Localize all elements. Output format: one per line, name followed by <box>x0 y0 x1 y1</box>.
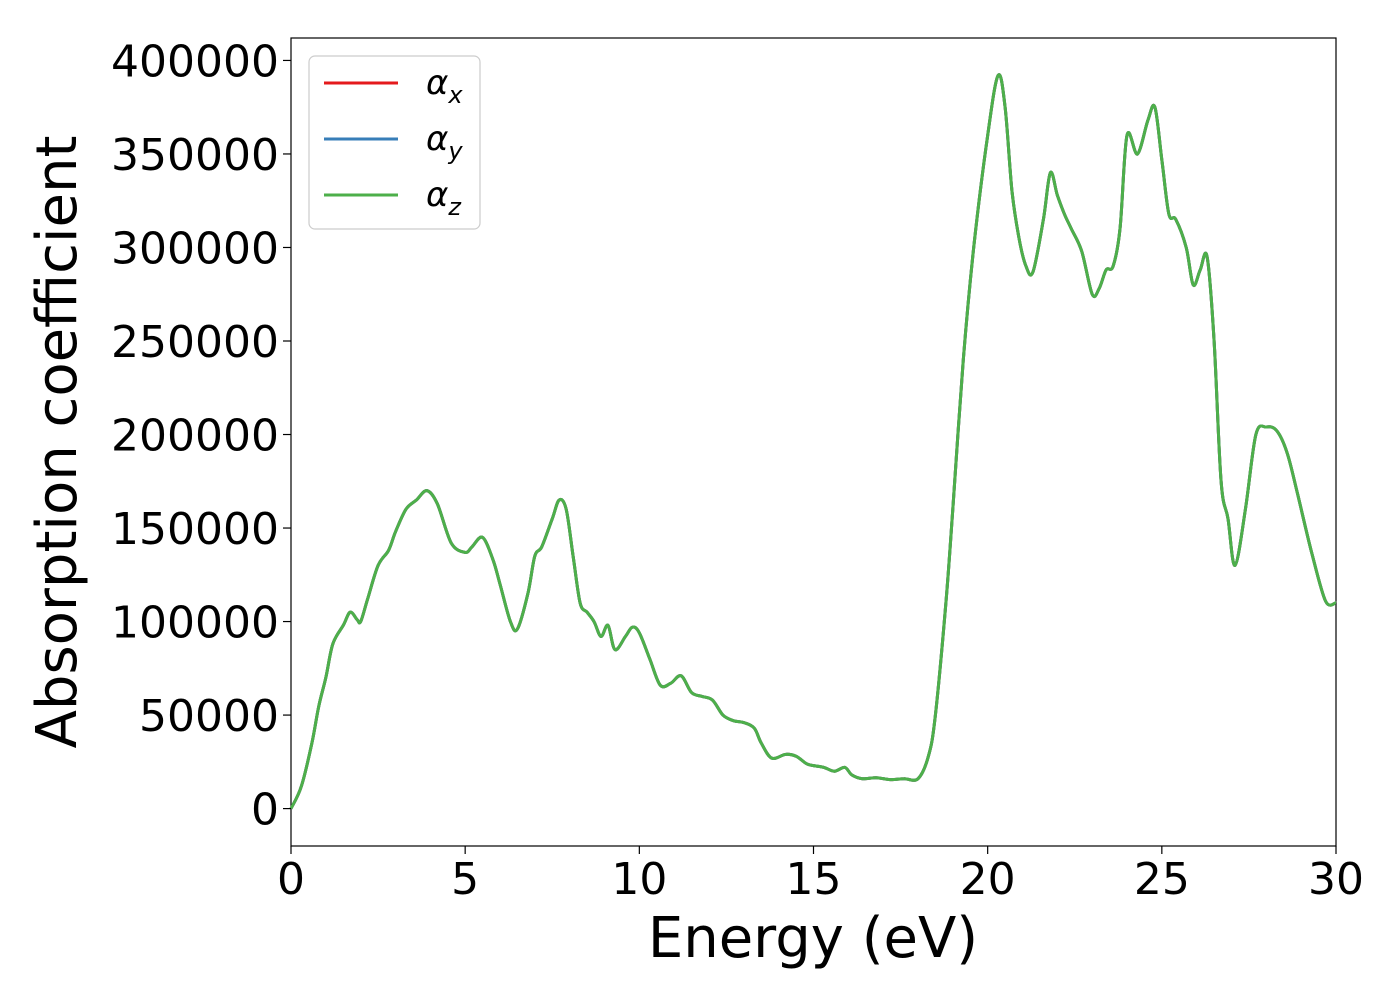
y-tick-label: 150000 <box>111 504 279 555</box>
x-tick-label: 0 <box>277 854 305 905</box>
x-tick-label: 20 <box>960 854 1016 905</box>
x-tick-label: 5 <box>451 854 479 905</box>
y-tick-label: 400000 <box>111 36 279 87</box>
y-tick-label: 0 <box>251 785 279 836</box>
y-tick-label: 250000 <box>111 317 279 368</box>
x-tick-label: 25 <box>1134 854 1190 905</box>
x-axis-label: Energy (eV) <box>648 906 978 971</box>
y-axis-ticks: 0 50000 100000 150000 200000 250000 300000 3500… <box>111 36 291 836</box>
y-tick-label: 100000 <box>111 598 279 649</box>
legend-subscript: z <box>447 193 462 221</box>
y-tick-label: 300000 <box>111 223 279 274</box>
legend-box <box>308 55 481 230</box>
y-tick-label: 350000 <box>111 130 279 181</box>
y-axis-label: Absorption coefficient <box>25 136 90 749</box>
x-tick-label: 30 <box>1308 854 1364 905</box>
series-line-z <box>289 73 1337 810</box>
y-tick-label: 200000 <box>111 411 279 462</box>
x-axis-ticks: 0 5 10 15 20 25 30 <box>277 846 1364 905</box>
series-layer <box>289 73 1337 810</box>
x-tick-label: 10 <box>611 854 667 905</box>
x-tick-label: 15 <box>786 854 842 905</box>
legend-subscript: y <box>447 137 463 165</box>
y-tick-label: 50000 <box>139 691 279 742</box>
legend-subscript: x <box>447 81 463 109</box>
